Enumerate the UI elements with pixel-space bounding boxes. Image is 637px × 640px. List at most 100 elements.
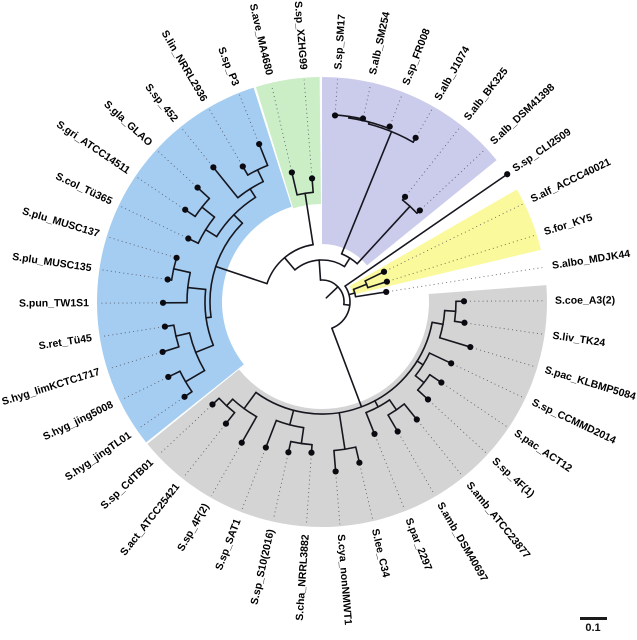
branch-radial — [212, 166, 239, 199]
scale-bar-label: 0.1 — [585, 622, 601, 634]
leaf-tip-dot — [438, 379, 445, 386]
branch-radial — [348, 292, 356, 296]
leaf-guide-line — [209, 109, 241, 162]
branch-radial — [374, 399, 379, 408]
taxon-label: S.for_KY5 — [543, 212, 595, 239]
branch-radial — [265, 419, 278, 449]
branch-arc — [255, 321, 433, 415]
clade-sector-green — [255, 77, 321, 209]
branch-radial — [184, 369, 206, 383]
branch-radial — [343, 257, 351, 268]
leaf-tip-dot — [504, 171, 511, 178]
branch-radial — [333, 449, 337, 473]
leaf-tip-dot — [416, 207, 423, 214]
leaf-guide-line — [305, 458, 312, 525]
branch-radial — [233, 213, 244, 225]
taxon-label: S.sp_SM17 — [332, 14, 348, 70]
branch-radial — [356, 205, 411, 265]
leaf-tip-dot — [173, 254, 180, 261]
taxon-label: S.sp_S10(2016) — [249, 528, 278, 606]
clade-sector-yellow — [349, 189, 541, 295]
scale-bar: 0.1 — [578, 617, 608, 634]
leaf-tip-dot — [359, 115, 367, 122]
leaf-tip-dot — [262, 444, 269, 451]
branch-radial — [172, 268, 192, 274]
taxon-label: S.lin_NRRL2936 — [159, 28, 210, 104]
leaf-tip-dot — [371, 430, 378, 438]
branch-radial — [225, 398, 234, 407]
leaf-guide-line — [101, 269, 162, 280]
branch-arc — [367, 123, 414, 143]
branch-radial — [364, 270, 385, 282]
branch-arc — [204, 288, 215, 347]
leaf-tip-dot — [285, 449, 292, 456]
leaf-tip-dot — [401, 193, 409, 200]
clade-sector-gray — [147, 285, 548, 528]
leaf-tip-dot — [332, 468, 339, 475]
branch-radial — [403, 403, 418, 421]
branch-radial — [304, 192, 314, 246]
taxon-label: S.coe_A3(2) — [555, 294, 615, 306]
taxon-label: S.sp_P3 — [215, 45, 241, 88]
leaf-tip-dot — [185, 235, 192, 242]
leaf-tip-dot — [239, 163, 246, 170]
leaf-guide-line — [136, 176, 181, 207]
branch-radial — [431, 321, 444, 326]
leaf-tip-dot — [460, 298, 468, 305]
taxon-label: S.sp_CCMMD2014 — [530, 397, 618, 447]
taxon-label: S.gla_GLAO — [101, 98, 154, 148]
branch-radial — [438, 336, 472, 348]
taxon-label: S.col_Tü365 — [54, 170, 115, 207]
leaf-tip-dot — [165, 373, 172, 381]
taxon-label: S.cya_nonNMWT1 — [335, 534, 354, 626]
taxon-label: S.hyg_limKCTC1717 — [0, 366, 101, 408]
taxon-label: S.pac_KLBMP5084 — [543, 364, 637, 403]
leaf-guide-line — [121, 379, 164, 401]
branch-radial — [344, 173, 509, 287]
clade-sector-purple — [322, 77, 497, 266]
taxon-label: S.plu_MUSC137 — [21, 205, 101, 240]
branch-radial — [416, 360, 424, 366]
branch-radial — [283, 256, 296, 271]
branch-arc — [209, 222, 244, 318]
leaf-guide-line — [181, 128, 210, 163]
taxon-label: S.ave_MA4680 — [247, 3, 275, 77]
taxon-label: S.sp_CLI2509 — [510, 126, 573, 175]
taxon-label: S.alb_SM254 — [367, 10, 393, 75]
leaf-tip-dot — [308, 175, 316, 182]
leaf-tip-dot — [413, 416, 420, 423]
taxon-label: S.par_2297 — [403, 516, 435, 572]
branch-radial — [186, 286, 207, 291]
leaf-tip-dot — [331, 112, 339, 119]
leaf-guide-line — [211, 447, 240, 496]
leaf-tip-dot — [394, 428, 401, 435]
leaf-guide-line — [120, 205, 184, 237]
branch-radial — [204, 228, 218, 238]
taxon-label: S.sp_4F(2) — [175, 501, 212, 553]
branch-radial — [343, 303, 351, 306]
taxon-label: S.act_ATCC25421 — [118, 481, 182, 558]
leaf-guide-line — [363, 84, 372, 113]
taxon-label: S.sp_4F(1) — [489, 455, 536, 500]
branch-radial — [291, 171, 298, 196]
leaf-tip-dot — [288, 169, 295, 176]
taxon-label: S.alf_ACCC40021 — [529, 156, 613, 205]
taxon-label: S.ret_Tü45 — [38, 332, 93, 352]
leaf-guide-lines — [99, 79, 545, 525]
scale-bar-line — [579, 617, 607, 620]
branch-radial — [243, 391, 257, 410]
branch-radial — [201, 206, 216, 218]
taxon-label: S.hyg_jing5008 — [41, 399, 115, 443]
branch-arc — [188, 332, 206, 372]
branch-radial — [214, 265, 268, 285]
branch-radial — [388, 399, 398, 411]
leaf-tip-dot — [356, 459, 363, 466]
leaf-tip-dot — [182, 206, 189, 213]
leaf-tip-dot — [194, 184, 201, 191]
taxon-label: S.sp_XZHG99 — [292, 1, 309, 71]
branch-radial — [318, 259, 322, 281]
taxon-label: S.lee_C34 — [369, 528, 392, 579]
leaf-tip-dot — [210, 164, 217, 171]
branch-radial — [205, 316, 212, 319]
branch-radial — [340, 130, 393, 255]
